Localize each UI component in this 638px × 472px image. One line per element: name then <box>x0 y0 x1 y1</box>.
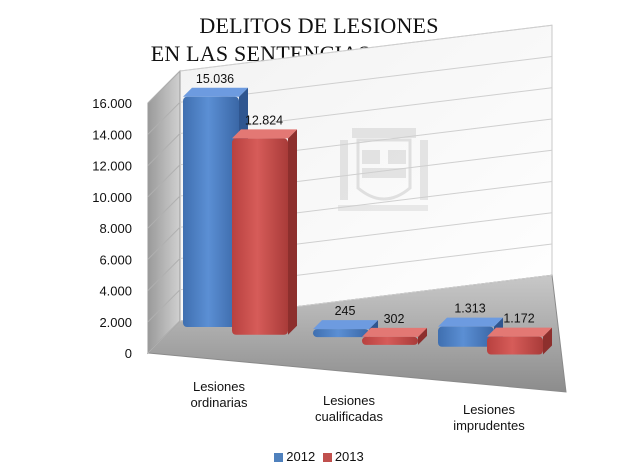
category-label-2: Lesiones <box>463 402 516 417</box>
gridline-side <box>147 164 181 198</box>
y-tick-label: 2.000 <box>99 315 132 330</box>
bar-2013-2-top <box>487 327 552 337</box>
category-label-0: ordinarias <box>190 395 248 410</box>
category-label-2: imprudentes <box>453 418 525 433</box>
legend-item-2013: 2013 <box>322 449 364 464</box>
legend-swatch-2013 <box>322 453 332 462</box>
gridline-side <box>147 195 181 229</box>
bar-2013-2 <box>487 327 552 355</box>
legend-item-2012: 2012 <box>274 449 315 464</box>
gridline-side <box>147 133 181 166</box>
bar-2012-1-top <box>313 320 378 330</box>
chart-bars <box>183 87 552 355</box>
legend-swatch-2012 <box>274 453 284 462</box>
gridline-side <box>147 258 181 291</box>
data-label-2013-2: 1.172 <box>503 312 534 326</box>
legend-label-2012: 2012 <box>286 449 316 464</box>
y-tick-label: 4.000 <box>99 284 132 299</box>
data-label-2013-1: 302 <box>384 312 405 326</box>
bar-2013-0-top <box>232 129 297 139</box>
gridline-side <box>147 70 181 104</box>
bar-2013-1 <box>362 327 427 345</box>
legend-label-2013: 2013 <box>334 449 364 464</box>
gridline-side <box>147 226 181 260</box>
y-axis: 0 2.000 4.000 6.000 8.000 10.000 12.000 14.000 1… <box>92 96 132 361</box>
legend: 2012 2013 <box>0 449 638 464</box>
gridline-side <box>147 320 181 354</box>
bar-2012-0-front <box>183 96 239 327</box>
bar-2013-1-front <box>362 336 418 345</box>
gridline-side <box>147 289 181 323</box>
data-label-2012-2: 1.313 <box>454 302 485 316</box>
gridline-side <box>147 101 181 135</box>
bar-2013-0-side <box>288 129 297 335</box>
y-tick-label: 0 <box>125 346 132 361</box>
category-label-0: Lesiones <box>193 379 246 394</box>
y-tick-label: 6.000 <box>99 252 132 267</box>
watermark-crest <box>338 128 428 211</box>
y-tick-label: 8.000 <box>99 221 132 236</box>
bar-2013-2-front <box>487 336 543 355</box>
bar-2013-2-side <box>543 327 552 355</box>
y-tick-label: 14.000 <box>92 127 132 142</box>
bar-2012-1-front <box>313 329 369 338</box>
data-label-2012-0: 15.036 <box>196 72 234 86</box>
bar-2013-1-side <box>418 327 427 345</box>
category-label-1: cualificadas <box>315 409 383 424</box>
data-label-2013-0: 12.824 <box>245 113 283 127</box>
bar-2012-2-top <box>438 317 503 327</box>
bar-2013-1-top <box>362 327 427 337</box>
y-tick-label: 16.000 <box>92 96 132 111</box>
y-tick-label: 12.000 <box>92 159 132 174</box>
bar-2012-0-top <box>183 87 248 97</box>
bar-2012-2-front <box>438 326 494 347</box>
data-labels: 15.036 12.824 245 302 1.313 1.172 <box>196 72 535 326</box>
bar-2013-0 <box>232 129 297 335</box>
y-tick-label: 10.000 <box>92 190 132 205</box>
bar-2013-0-front <box>232 138 288 335</box>
category-label-1: Lesiones <box>323 393 376 408</box>
chart-title-line-1: DELITOS DE LESIONES <box>199 13 439 38</box>
gridline <box>179 24 553 72</box>
data-label-2012-1: 245 <box>335 304 356 318</box>
